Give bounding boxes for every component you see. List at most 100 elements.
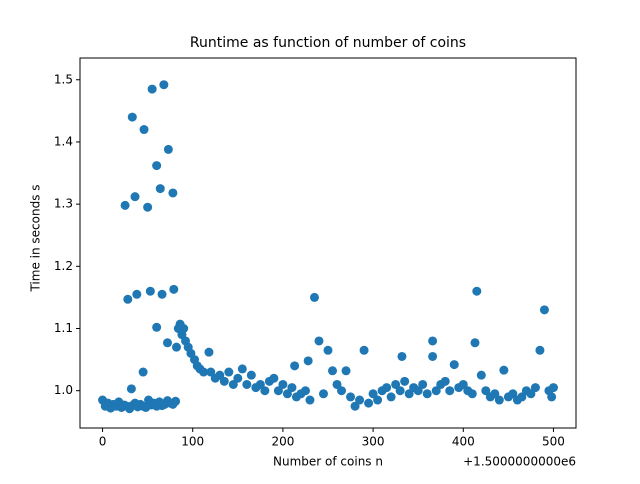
point	[246, 370, 256, 380]
point	[341, 366, 351, 376]
point	[547, 392, 557, 402]
point	[206, 367, 216, 377]
point	[428, 336, 438, 346]
chart-title: Runtime as function of number of coins	[190, 35, 466, 51]
point	[526, 389, 536, 399]
point	[120, 200, 130, 210]
y-tick-label: 1.5	[54, 72, 73, 86]
point	[418, 379, 428, 389]
y-tick-label: 1.1	[54, 321, 73, 335]
point	[130, 192, 140, 202]
point	[467, 389, 477, 399]
y-tick-label: 1.4	[54, 134, 73, 148]
point	[237, 364, 247, 374]
x-offset-label: +1.5000000000e6	[463, 455, 576, 469]
point	[397, 351, 407, 361]
point	[548, 383, 558, 393]
point	[282, 389, 292, 399]
x-tick-label: 200	[271, 435, 294, 449]
point	[350, 401, 360, 411]
y-tick-label: 1.3	[54, 197, 73, 211]
point	[328, 366, 338, 376]
x-tick-label: 500	[542, 435, 565, 449]
point	[481, 386, 491, 396]
point	[382, 383, 392, 393]
point	[305, 395, 315, 405]
point	[199, 367, 209, 377]
x-axis-label: Number of coins n	[273, 455, 383, 469]
point	[494, 395, 504, 405]
point	[127, 112, 137, 122]
point	[300, 386, 310, 396]
point	[517, 392, 527, 402]
point	[126, 384, 136, 394]
point	[228, 379, 238, 389]
point	[168, 188, 178, 198]
point	[332, 379, 342, 389]
point	[391, 379, 401, 389]
point	[138, 367, 148, 377]
point	[152, 322, 162, 332]
point	[123, 294, 133, 304]
y-axis-label: Time in seconds s	[29, 184, 43, 292]
point	[449, 360, 459, 370]
point	[359, 345, 369, 355]
point	[373, 395, 383, 405]
point	[318, 389, 328, 399]
point	[287, 383, 297, 393]
point	[470, 338, 480, 348]
point	[472, 286, 482, 296]
point	[413, 386, 423, 396]
point	[490, 389, 500, 399]
point	[458, 379, 468, 389]
point	[303, 356, 313, 366]
point	[155, 184, 165, 194]
point	[219, 376, 229, 386]
point	[530, 383, 540, 393]
point	[260, 386, 270, 396]
point	[132, 289, 142, 299]
point	[539, 305, 549, 315]
point	[290, 361, 300, 371]
point	[440, 376, 450, 386]
point	[179, 324, 189, 334]
x-tick-label: 300	[362, 435, 385, 449]
point	[215, 370, 225, 380]
point	[404, 389, 414, 399]
point	[157, 289, 167, 299]
x-tick-label: 100	[181, 435, 204, 449]
point	[224, 367, 234, 377]
point	[152, 161, 162, 171]
point	[273, 386, 283, 396]
point	[145, 286, 155, 296]
point	[499, 365, 509, 375]
point	[255, 379, 265, 389]
point	[269, 373, 279, 383]
point	[162, 338, 172, 348]
point	[422, 389, 432, 399]
point	[233, 373, 243, 383]
point	[355, 395, 365, 405]
point	[368, 389, 378, 399]
point	[346, 392, 356, 402]
point	[400, 376, 410, 386]
point	[171, 396, 181, 406]
point	[147, 84, 157, 94]
point	[445, 386, 455, 396]
point	[535, 345, 545, 355]
point	[508, 389, 518, 399]
point	[431, 386, 441, 396]
point	[143, 202, 153, 212]
x-tick-label: 0	[99, 435, 107, 449]
y-tick-label: 1.0	[54, 383, 73, 397]
point	[204, 347, 214, 357]
point	[364, 398, 374, 408]
point	[386, 392, 396, 402]
point	[278, 379, 288, 389]
point	[171, 342, 181, 352]
point	[337, 386, 347, 396]
point	[139, 125, 149, 135]
point	[476, 370, 486, 380]
point	[314, 336, 324, 346]
